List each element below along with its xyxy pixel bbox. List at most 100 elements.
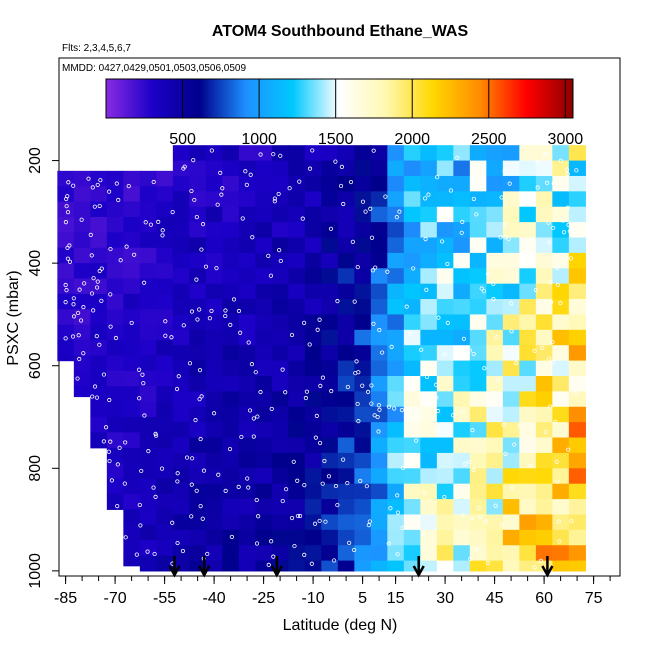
sample-point bbox=[574, 390, 579, 395]
heatmap-cell bbox=[271, 237, 289, 254]
sample-point bbox=[220, 186, 225, 191]
heatmap-cell bbox=[238, 514, 256, 531]
heatmap-cell bbox=[139, 493, 157, 510]
heatmap-cell bbox=[304, 222, 322, 239]
sample-point bbox=[151, 485, 156, 490]
heatmap-cell bbox=[205, 529, 223, 546]
sample-point bbox=[418, 392, 423, 397]
heatmap-cell bbox=[469, 529, 487, 546]
sample-point bbox=[103, 425, 109, 430]
heatmap-cell bbox=[90, 401, 108, 418]
sample-point bbox=[190, 456, 195, 461]
sample-point bbox=[544, 180, 550, 185]
sample-point bbox=[478, 514, 483, 520]
heatmap-cell bbox=[453, 437, 471, 454]
sample-point bbox=[442, 352, 447, 357]
heatmap-cell bbox=[238, 206, 256, 223]
sample-point bbox=[401, 465, 406, 471]
heatmap-cell bbox=[106, 247, 124, 264]
heatmap-cell bbox=[469, 191, 487, 208]
sample-point bbox=[138, 523, 143, 528]
sample-point bbox=[214, 266, 219, 271]
sample-point bbox=[341, 457, 346, 462]
heatmap-cell bbox=[387, 191, 405, 208]
sample-point bbox=[277, 248, 282, 253]
sample-point bbox=[470, 515, 475, 521]
heatmap-cell bbox=[535, 329, 553, 346]
sample-point bbox=[386, 404, 391, 409]
sample-point bbox=[238, 330, 243, 335]
sample-point bbox=[552, 399, 557, 405]
sample-point bbox=[66, 180, 71, 185]
heatmap-cell bbox=[519, 391, 537, 408]
heatmap-cell bbox=[255, 329, 273, 346]
heatmap-cell bbox=[387, 529, 405, 546]
sample-point bbox=[254, 541, 260, 546]
x-axis-label: Latitude (deg N) bbox=[283, 617, 398, 634]
heatmap-cell bbox=[304, 391, 322, 408]
heatmap-cell bbox=[552, 391, 570, 408]
heatmap-cell bbox=[304, 252, 322, 269]
heatmap-cell bbox=[568, 175, 586, 192]
heatmap-cell bbox=[321, 329, 339, 346]
sample-point bbox=[189, 514, 194, 519]
sample-point bbox=[272, 199, 277, 204]
heatmap-cell bbox=[271, 391, 289, 408]
sample-point bbox=[467, 459, 472, 465]
heatmap-cell bbox=[535, 391, 553, 408]
heatmap-cell bbox=[222, 175, 240, 192]
sample-point bbox=[372, 413, 377, 418]
heatmap-cell bbox=[139, 201, 157, 218]
heatmap-cell bbox=[453, 468, 471, 485]
heatmap-cell bbox=[255, 345, 273, 362]
heatmap-cell bbox=[535, 375, 553, 392]
heatmap-cell bbox=[304, 191, 322, 208]
sample-point bbox=[414, 438, 419, 443]
heatmap-cell bbox=[238, 299, 256, 316]
heatmap-cell bbox=[568, 191, 586, 208]
sample-point bbox=[239, 434, 244, 440]
heatmap-cell bbox=[486, 391, 504, 408]
heatmap-cell bbox=[172, 375, 190, 392]
heatmap-cell bbox=[370, 529, 388, 546]
heatmap-cell bbox=[123, 447, 141, 464]
heatmap-cell bbox=[321, 529, 339, 546]
sample-point bbox=[251, 416, 256, 421]
heatmap-cell bbox=[288, 468, 306, 485]
heatmap-cell bbox=[172, 391, 190, 408]
heatmap-cell bbox=[172, 499, 190, 516]
sample-point bbox=[555, 265, 560, 270]
heatmap-cell bbox=[304, 160, 322, 177]
heatmap-cell bbox=[453, 422, 471, 439]
heatmap-cell bbox=[354, 191, 372, 208]
heatmap-cell bbox=[535, 499, 553, 516]
heatmap-cell bbox=[568, 345, 586, 362]
heatmap-cell bbox=[354, 391, 372, 408]
sample-point bbox=[546, 220, 551, 225]
heatmap-cell bbox=[304, 175, 322, 192]
sample-point bbox=[82, 281, 87, 286]
heatmap-cell bbox=[222, 375, 240, 392]
heatmap-cell bbox=[139, 417, 157, 433]
sample-point bbox=[94, 333, 99, 339]
heatmap-cell bbox=[255, 452, 273, 469]
heatmap-cell bbox=[255, 283, 273, 300]
heatmap-cell bbox=[238, 375, 256, 392]
sample-point bbox=[77, 356, 82, 362]
heatmap-cell bbox=[403, 545, 421, 562]
sample-point bbox=[223, 308, 228, 313]
sample-point bbox=[124, 244, 129, 249]
heatmap-cell bbox=[337, 560, 355, 572]
sample-point bbox=[360, 383, 365, 388]
heatmap-cell bbox=[73, 386, 91, 398]
heatmap-cell bbox=[387, 560, 405, 572]
sample-point bbox=[191, 157, 196, 163]
heatmap-cell bbox=[502, 283, 520, 300]
sample-point bbox=[268, 273, 274, 278]
sample-point bbox=[197, 307, 202, 312]
heatmap-cell bbox=[568, 145, 586, 162]
sample-point bbox=[123, 535, 128, 540]
heatmap-cell bbox=[387, 237, 405, 254]
sample-point bbox=[360, 199, 366, 204]
heatmap-cell bbox=[271, 529, 289, 546]
